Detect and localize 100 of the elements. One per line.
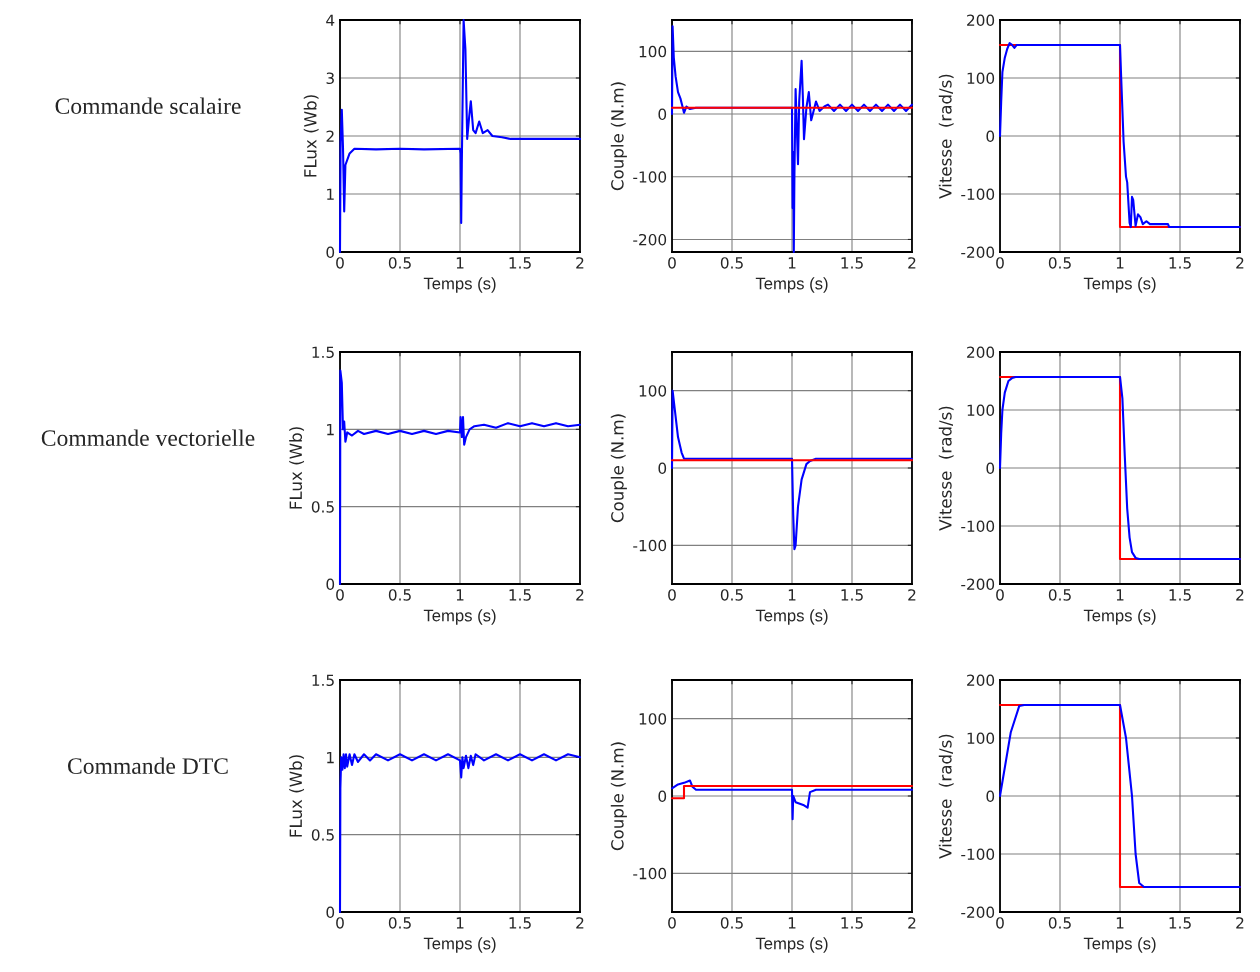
x-axis-title: Temps (s) xyxy=(1083,609,1156,625)
y-tick-label: 0 xyxy=(986,130,995,143)
y-tick-label: -100 xyxy=(961,188,995,201)
y-tick-label: -100 xyxy=(633,171,667,183)
y-tick-label: 0 xyxy=(326,578,335,591)
x-tick-label: 0.5 xyxy=(388,257,411,269)
y-tick-label: 100 xyxy=(639,385,667,397)
y-axis-title: Vitesse (rad/s) xyxy=(938,74,954,199)
x-tick-label: 1 xyxy=(788,589,796,601)
y-axis-title: FLux (Wb) xyxy=(303,95,319,177)
y-tick-label: 200 xyxy=(967,674,995,687)
text: Commande DTC xyxy=(67,757,228,775)
y-tick-label: -100 xyxy=(961,520,995,533)
x-tick-label: 1.5 xyxy=(509,257,531,269)
x-tick-label: 2 xyxy=(1236,589,1244,601)
x-tick-label: 1.5 xyxy=(841,917,863,929)
x-axis-title: Temps (s) xyxy=(423,277,496,293)
x-tick-label: 0.5 xyxy=(720,917,743,929)
y-axis-title: FLux (Wb) xyxy=(289,755,305,837)
x-tick-label: 0 xyxy=(996,917,1004,929)
x-axis-title: Temps (s) xyxy=(423,609,496,625)
x-tick-label: 0.5 xyxy=(720,257,743,269)
x-tick-label: 1.5 xyxy=(509,589,531,601)
x-tick-label: 0.5 xyxy=(388,589,411,601)
x-axis-title: Temps (s) xyxy=(423,937,496,953)
x-tick-label: 2 xyxy=(576,589,584,601)
x-tick-label: 2 xyxy=(576,257,584,269)
y-tick-label: 0 xyxy=(326,906,335,919)
y-tick-label: 4 xyxy=(326,14,335,26)
y-tick-label: 3 xyxy=(326,72,334,85)
x-tick-label: 2 xyxy=(1236,257,1244,269)
y-axis-title: Vitesse (rad/s) xyxy=(938,406,954,531)
x-tick-label: 0 xyxy=(668,589,676,601)
y-tick-label: 100 xyxy=(967,72,995,85)
y-axis-title: Couple (N.m) xyxy=(610,742,627,851)
y-tick-label: 100 xyxy=(639,45,667,58)
y-tick-label: -100 xyxy=(961,848,995,861)
x-tick-label: 1.5 xyxy=(841,589,863,601)
y-tick-label: -100 xyxy=(633,539,667,552)
x-tick-label: 1 xyxy=(456,257,464,269)
x-tick-label: 2 xyxy=(908,917,916,929)
x-tick-label: 1 xyxy=(788,917,796,929)
y-tick-label: -100 xyxy=(633,867,667,880)
line-series xyxy=(338,18,582,254)
x-tick-label: 1 xyxy=(1116,589,1124,601)
x-tick-label: 1.5 xyxy=(1169,589,1191,601)
x-axis-title: Temps (s) xyxy=(1083,277,1156,293)
text: Commande scalaire xyxy=(55,97,241,115)
x-tick-label: 2 xyxy=(908,257,916,269)
y-tick-label: 0 xyxy=(658,790,667,803)
x-tick-label: 0.5 xyxy=(1048,917,1071,929)
text: Commande vectorielle xyxy=(41,429,255,447)
x-axis-title: Temps (s) xyxy=(755,277,828,293)
y-tick-label: 0 xyxy=(658,108,667,121)
y-tick-label: 100 xyxy=(967,732,995,745)
x-tick-label: 1 xyxy=(1116,917,1124,929)
x-tick-label: 1.5 xyxy=(509,917,531,929)
x-tick-label: 0 xyxy=(996,257,1004,269)
x-tick-label: 0 xyxy=(336,257,344,269)
x-tick-label: 2 xyxy=(908,589,916,601)
x-tick-label: 0 xyxy=(668,917,676,929)
x-axis-title: Temps (s) xyxy=(755,937,828,953)
y-tick-label: 0.5 xyxy=(311,501,334,513)
x-tick-label: 1 xyxy=(456,589,464,601)
y-tick-label: 200 xyxy=(967,346,995,359)
x-tick-label: 1.5 xyxy=(841,257,863,269)
y-tick-label: 200 xyxy=(967,14,995,27)
y-tick-label: -200 xyxy=(633,233,667,246)
x-tick-label: 1.5 xyxy=(1169,257,1191,269)
x-tick-label: 1 xyxy=(1116,257,1124,269)
line-series xyxy=(670,779,914,821)
y-axis-title: Couple (N.m) xyxy=(610,82,627,191)
y-tick-label: -200 xyxy=(961,578,995,591)
x-tick-label: 2 xyxy=(1236,917,1244,929)
y-tick-label: 100 xyxy=(967,404,995,417)
y-tick-label: 0 xyxy=(986,462,995,475)
x-tick-label: 0.5 xyxy=(1048,589,1071,601)
x-tick-label: 0 xyxy=(668,257,676,269)
y-tick-label: 0 xyxy=(658,462,667,475)
y-tick-label: 2 xyxy=(326,130,334,142)
x-tick-label: 1 xyxy=(456,917,464,929)
y-tick-label: 0.5 xyxy=(311,829,334,841)
x-tick-label: 0.5 xyxy=(1048,257,1071,269)
y-tick-label: 0 xyxy=(326,246,335,259)
y-tick-label: 1 xyxy=(327,424,334,436)
x-tick-label: 1.5 xyxy=(1169,917,1191,929)
x-tick-label: 0 xyxy=(336,917,344,929)
y-tick-label: 1.5 xyxy=(312,346,334,359)
x-tick-label: 0.5 xyxy=(388,917,411,929)
y-axis-title: Couple (N.m) xyxy=(610,414,627,523)
y-tick-label: -200 xyxy=(961,906,995,919)
y-tick-label: 0 xyxy=(986,790,995,803)
x-axis-title: Temps (s) xyxy=(1083,937,1156,953)
y-tick-label: -200 xyxy=(961,246,995,259)
x-tick-label: 0 xyxy=(336,589,344,601)
x-axis-title: Temps (s) xyxy=(755,609,828,625)
x-tick-label: 0 xyxy=(996,589,1004,601)
y-tick-label: 1 xyxy=(327,188,334,200)
x-tick-label: 2 xyxy=(576,917,584,929)
x-tick-label: 0.5 xyxy=(720,589,743,601)
